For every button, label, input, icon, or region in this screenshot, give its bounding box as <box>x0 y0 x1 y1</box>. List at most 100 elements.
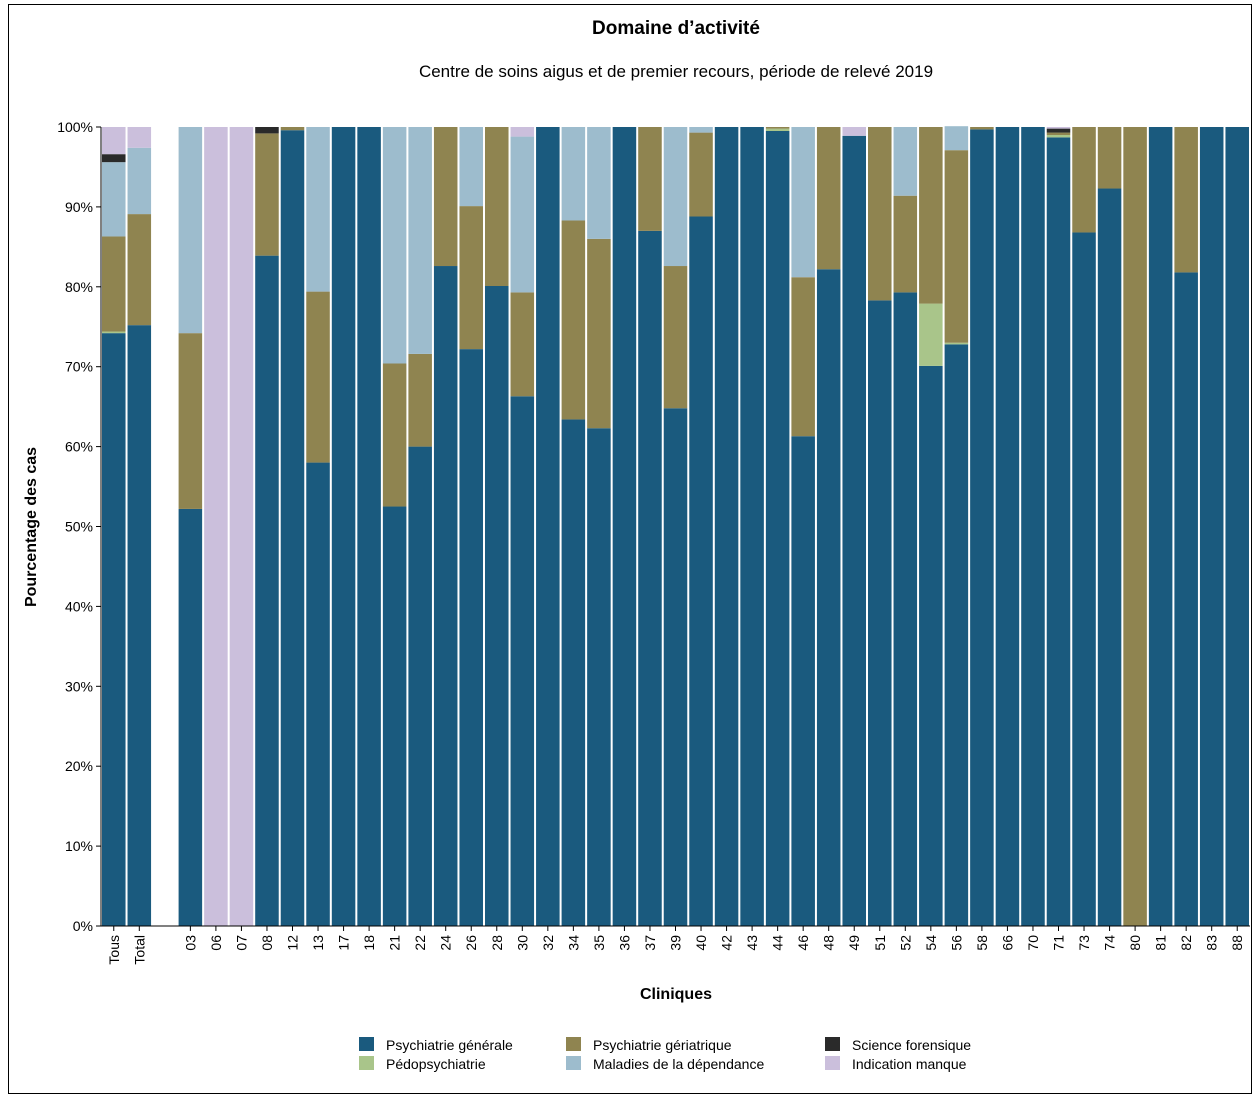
bar-segment <box>919 365 943 926</box>
x-tick-label: 22 <box>412 935 428 951</box>
chart-subtitle: Centre de soins aigus et de premier reco… <box>419 62 933 81</box>
bar-segment <box>1148 127 1173 926</box>
bar-segment <box>510 396 535 926</box>
bar-segment <box>459 206 483 350</box>
bar-segment <box>204 127 228 926</box>
legend-item: Pédopsychiatrie <box>359 1056 486 1072</box>
bar-segment <box>127 325 152 927</box>
bar-segment <box>1097 188 1122 926</box>
x-tick-label: Total <box>131 935 147 965</box>
bar-segment <box>612 127 637 926</box>
bar-segment <box>331 127 356 926</box>
bar-segment <box>561 419 586 926</box>
x-tick-label: 52 <box>897 935 913 951</box>
y-tick-label: 40% <box>65 598 93 614</box>
legend-label: Psychiatrie générale <box>386 1037 513 1053</box>
bar-segment <box>689 127 713 133</box>
bar-segment <box>102 127 126 155</box>
bar-segment <box>408 446 432 926</box>
legend: Psychiatrie générale Psychiatrie gériatri… <box>359 1037 971 1072</box>
x-tick-label: 06 <box>208 935 224 951</box>
bar-segment <box>255 127 279 134</box>
bar-segment <box>587 127 611 239</box>
bar-segment <box>229 127 254 926</box>
legend-swatch <box>566 1056 581 1070</box>
x-tick-label: 88 <box>1229 935 1245 951</box>
y-tick-label: 80% <box>65 279 93 295</box>
bar-segment <box>816 269 841 926</box>
bar-segment <box>280 130 305 927</box>
legend-swatch <box>825 1056 840 1070</box>
bar-segment <box>102 154 126 163</box>
bar-segment <box>102 331 126 334</box>
bar-segment <box>102 333 126 927</box>
bar-segment <box>459 349 483 926</box>
legend-item: Science forensique <box>825 1037 971 1053</box>
bar-segment <box>1046 134 1071 138</box>
x-tick-label: 28 <box>489 935 505 951</box>
legend-item: Indication manque <box>825 1056 967 1072</box>
bar-segment <box>663 127 688 267</box>
bar-segment <box>944 342 969 345</box>
y-axis: 0% 10% 20% 30% 40% 50% 60% 70% 80% 90% 100% <box>57 119 102 934</box>
x-tick-label: 34 <box>565 935 581 951</box>
bar-segment <box>510 127 535 137</box>
x-tick-label: 66 <box>999 935 1015 951</box>
bar-segment <box>408 127 432 354</box>
bar-segment <box>765 130 790 926</box>
bar-segment <box>510 136 535 293</box>
x-tick-label: 42 <box>719 935 735 951</box>
y-tick-label: 90% <box>65 199 93 215</box>
x-tick-label: 82 <box>1178 935 1194 951</box>
y-tick-label: 20% <box>65 758 93 774</box>
plot-area <box>102 126 1249 927</box>
bar-segment <box>127 214 152 326</box>
bar-segment <box>306 127 330 292</box>
x-tick-label: Tous <box>106 935 122 965</box>
x-tick-label: 46 <box>795 935 811 951</box>
legend-swatch <box>566 1037 581 1051</box>
x-tick-label: 73 <box>1076 935 1092 951</box>
bar-segment <box>306 291 330 463</box>
x-tick-label: 71 <box>1051 935 1067 951</box>
legend-swatch <box>359 1037 374 1051</box>
bar-segment <box>433 266 458 926</box>
bar-segment <box>919 127 943 304</box>
bar-segment <box>1097 127 1122 189</box>
bar-segment <box>791 277 815 437</box>
x-tick-label: 08 <box>259 935 275 951</box>
y-tick-label: 30% <box>65 678 93 694</box>
bar-segment <box>970 129 994 927</box>
legend-item: Psychiatrie générale <box>359 1037 513 1053</box>
y-tick-label: 70% <box>65 359 93 375</box>
bar-segment <box>995 127 1020 926</box>
bar-segment <box>459 127 483 207</box>
x-tick-label: 21 <box>387 935 403 951</box>
bar-segment <box>561 127 586 221</box>
y-tick-label: 10% <box>65 838 93 854</box>
bar-segment <box>1072 232 1096 926</box>
bar-segment <box>510 292 535 397</box>
bar-segment <box>689 216 713 926</box>
bar-segment <box>127 147 152 215</box>
bar-segment <box>1199 127 1224 926</box>
x-tick-label: 49 <box>846 935 862 951</box>
bar-segment <box>868 300 892 926</box>
bar-segment <box>1174 127 1198 273</box>
bar-segment <box>638 127 662 231</box>
bar-segment <box>382 127 407 364</box>
bar-segment <box>1123 127 1147 926</box>
bar-segment <box>765 127 790 129</box>
legend-label: Science forensique <box>852 1037 971 1053</box>
legend-label: Pédopsychiatrie <box>386 1056 486 1072</box>
x-tick-label: 58 <box>974 935 990 951</box>
bar-segment <box>536 127 560 926</box>
y-tick-label: 100% <box>57 119 93 135</box>
x-tick-label: 44 <box>770 935 786 951</box>
bar-segment <box>587 238 611 429</box>
legend-label: Indication manque <box>852 1056 967 1072</box>
bar-segment <box>714 127 739 926</box>
x-tick-label: 56 <box>948 935 964 951</box>
bar-segment <box>485 127 509 287</box>
x-axis-title: Cliniques <box>640 986 712 1003</box>
